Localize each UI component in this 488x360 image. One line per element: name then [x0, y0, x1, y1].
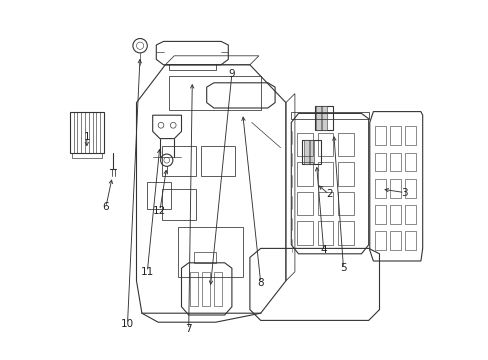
Bar	[322, 106, 326, 130]
Bar	[317, 221, 333, 245]
Bar	[389, 205, 400, 224]
Bar	[303, 140, 308, 164]
Bar	[189, 272, 197, 306]
Bar	[314, 106, 333, 130]
Bar	[389, 179, 400, 198]
Bar	[404, 179, 415, 198]
Bar	[296, 133, 312, 156]
Bar	[316, 106, 321, 130]
Bar	[389, 153, 400, 171]
Text: 10: 10	[121, 319, 134, 329]
Text: 12: 12	[153, 206, 166, 216]
Text: 8: 8	[257, 278, 264, 288]
Bar	[147, 182, 170, 209]
Bar	[296, 162, 312, 186]
Bar	[317, 192, 333, 215]
Bar	[338, 192, 354, 215]
Text: 1: 1	[83, 132, 90, 142]
Text: 2: 2	[325, 189, 332, 199]
Text: 6: 6	[102, 202, 109, 212]
Bar	[291, 112, 368, 119]
Bar	[338, 221, 354, 245]
Bar	[168, 76, 260, 110]
Bar	[214, 272, 222, 306]
Bar	[296, 221, 312, 245]
Bar	[389, 126, 400, 145]
Bar	[374, 231, 385, 250]
Bar	[70, 112, 104, 153]
Bar	[296, 192, 312, 215]
Text: 7: 7	[185, 324, 192, 334]
Bar	[309, 140, 314, 164]
Bar	[404, 205, 415, 224]
Text: 4: 4	[320, 245, 326, 255]
Bar	[168, 64, 215, 70]
Text: 11: 11	[141, 267, 154, 277]
Bar	[194, 252, 215, 263]
Bar	[389, 231, 400, 250]
Text: 9: 9	[228, 69, 235, 79]
Text: 5: 5	[340, 263, 346, 273]
Bar	[201, 146, 235, 176]
Bar	[374, 205, 385, 224]
Bar	[404, 231, 415, 250]
Bar	[374, 126, 385, 145]
Bar	[317, 133, 333, 156]
Bar	[317, 162, 333, 186]
Text: 3: 3	[401, 188, 407, 198]
Bar	[374, 179, 385, 198]
Bar	[202, 272, 209, 306]
Bar	[162, 146, 196, 176]
Bar	[374, 153, 385, 171]
Bar	[162, 189, 196, 220]
Bar	[404, 126, 415, 145]
Bar	[338, 162, 354, 186]
Bar	[338, 133, 354, 156]
Bar	[404, 153, 415, 171]
Bar	[302, 140, 320, 164]
Bar	[178, 227, 242, 277]
Bar	[72, 153, 102, 158]
